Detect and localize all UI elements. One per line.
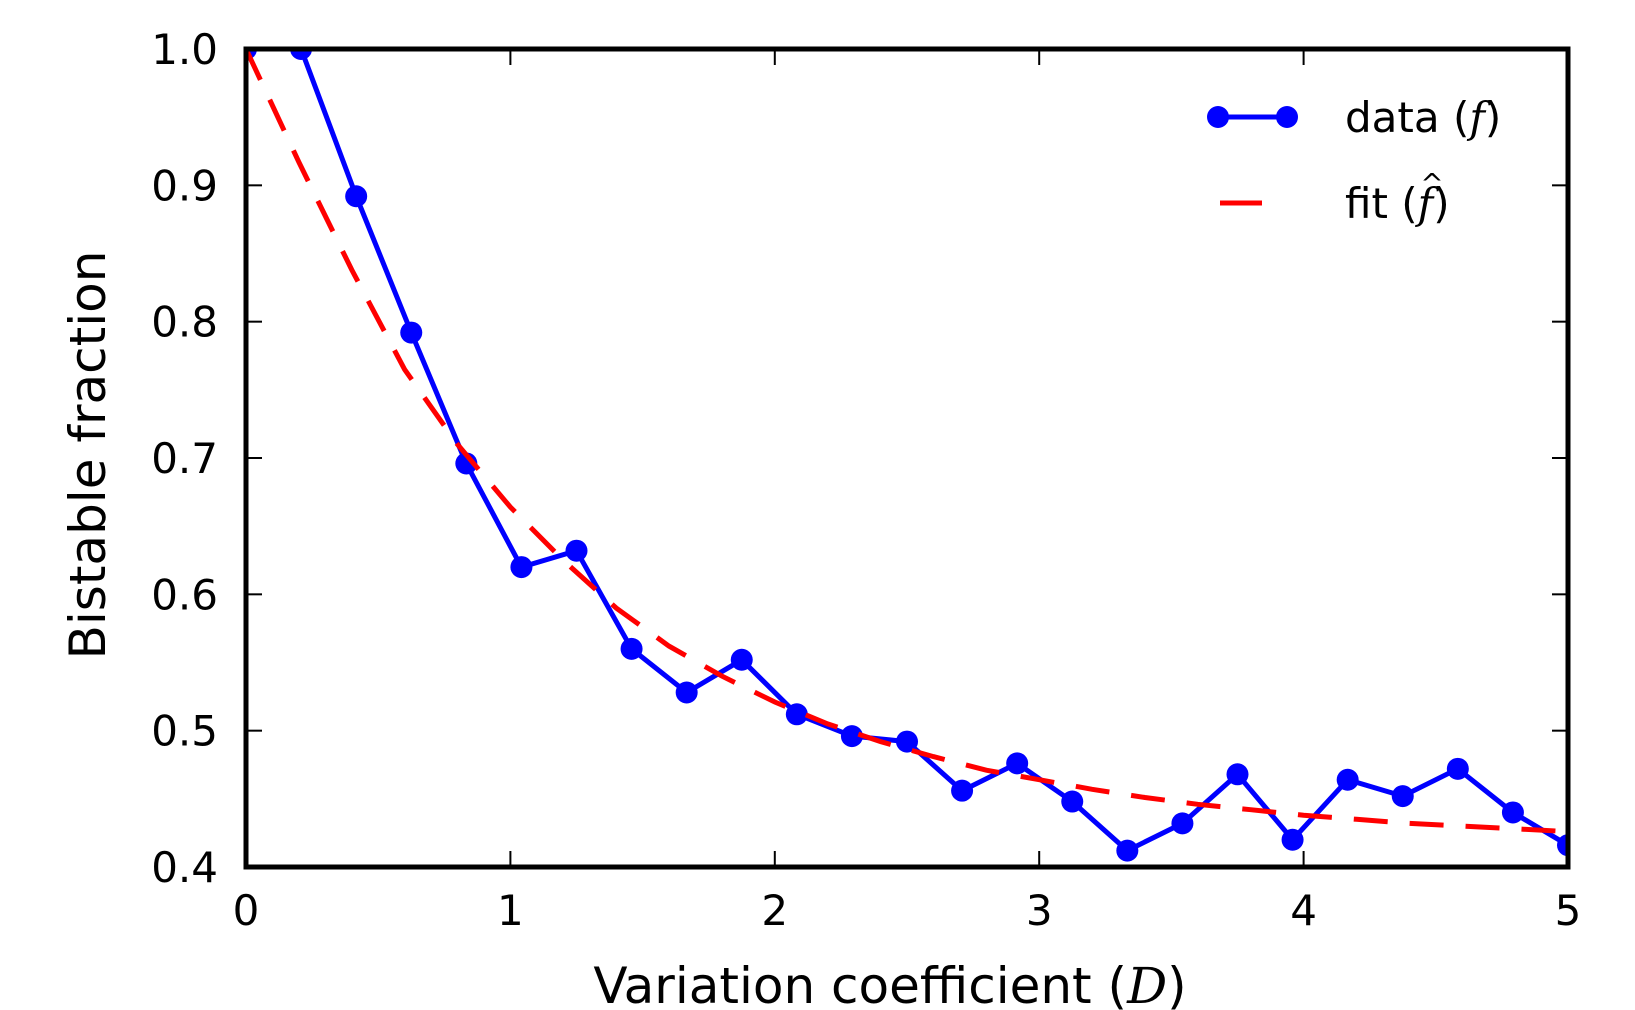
x-tick-label: 3 — [1026, 886, 1053, 935]
y-tick-label: 0.8 — [151, 298, 218, 347]
data-point — [951, 779, 974, 802]
data-point — [675, 681, 698, 704]
data-point — [345, 185, 368, 208]
plot-frame — [243, 46, 1571, 870]
y-axis-title: Bistable fraction — [59, 251, 117, 660]
legend-fit-hat: ^ — [1420, 167, 1443, 200]
data-point — [1391, 785, 1414, 808]
data-point — [290, 49, 313, 60]
data-point — [1116, 839, 1139, 862]
x-tick-label: 2 — [761, 886, 788, 935]
data-point — [1501, 801, 1524, 824]
data-point — [510, 556, 533, 579]
data-point — [1171, 812, 1194, 835]
series-line-fit — [246, 49, 1568, 835]
y-tick-label: 0.5 — [151, 707, 218, 756]
data-point — [1557, 834, 1568, 857]
data-point — [730, 648, 753, 671]
data-point — [1446, 757, 1469, 780]
data-point — [565, 539, 588, 562]
x-tick-label: 0 — [233, 886, 260, 935]
data-point — [896, 730, 918, 753]
x-tick-label: 5 — [1555, 886, 1582, 935]
x-tick-label: 1 — [497, 886, 524, 935]
x-axis-title: Variation coefficient (D) — [593, 957, 1186, 1010]
legend: data (f) fit (f) ^ — [1207, 93, 1501, 228]
data-point — [1061, 790, 1084, 813]
data-point — [1281, 828, 1304, 851]
legend-label-data: data (f) — [1345, 93, 1501, 142]
data-point — [840, 725, 863, 748]
data-point — [400, 321, 423, 344]
y-tick-label: 0.6 — [151, 570, 218, 619]
legend-marker-data — [1207, 106, 1229, 128]
legend-label-fit: fit (f) — [1345, 179, 1450, 228]
y-tick-label: 0.4 — [151, 843, 218, 892]
data-point — [1226, 763, 1249, 786]
legend-marker-data — [1276, 106, 1298, 128]
y-tick-label: 1.0 — [151, 25, 218, 74]
data-point — [1006, 752, 1029, 775]
x-tick-label: 4 — [1290, 886, 1317, 935]
data-point — [1336, 768, 1359, 791]
series-line-data — [246, 49, 1568, 854]
data-point — [620, 637, 643, 660]
y-tick-label: 0.7 — [151, 434, 218, 483]
y-tick-label: 0.9 — [151, 161, 218, 210]
data-point — [785, 703, 808, 726]
plot-area: 0 1 2 3 4 5 0.4 0.5 0.6 0.7 0.8 0.9 1.0 — [151, 25, 1581, 935]
